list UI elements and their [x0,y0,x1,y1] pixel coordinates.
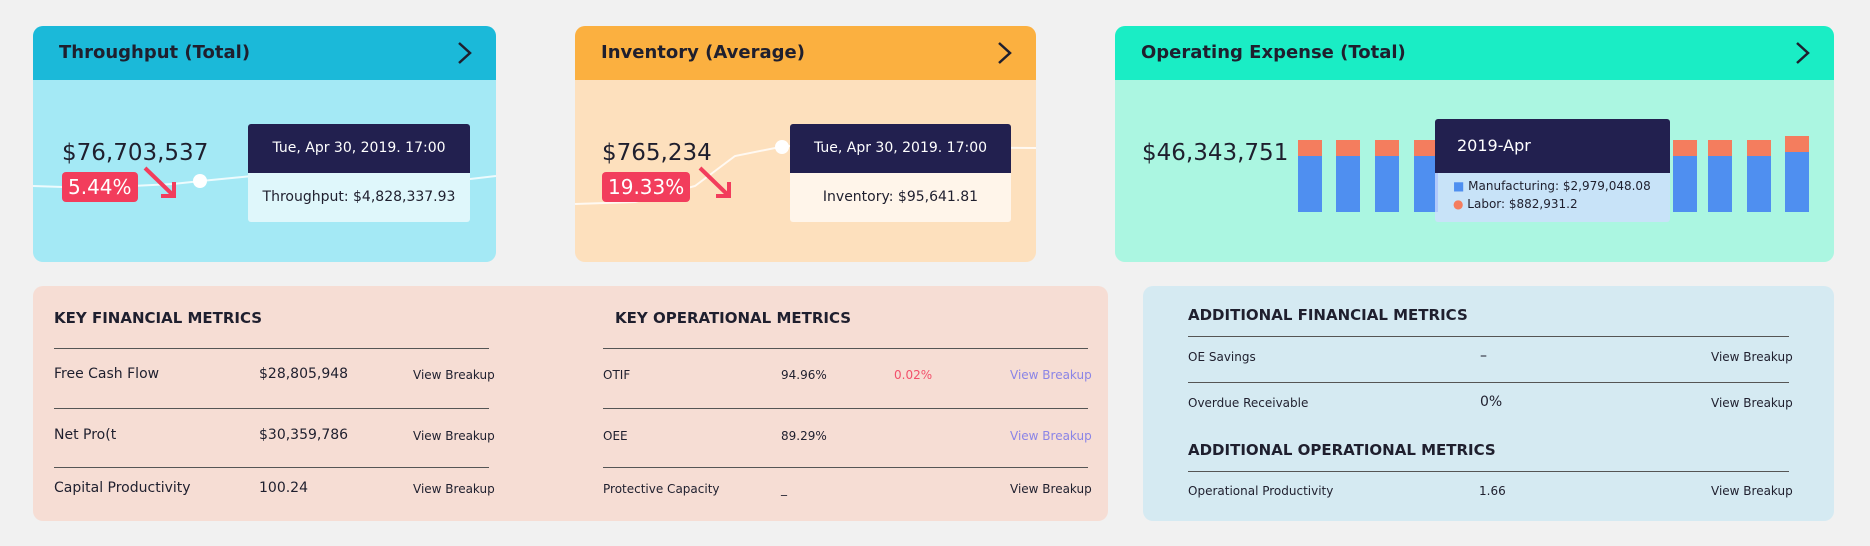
divider [1188,382,1789,383]
card-value: $46,343,751 [1142,140,1289,166]
divider [54,408,489,409]
card-title: Throughput (Total) [59,42,251,63]
tooltip-item: Labor: $882,931.2 [1467,197,1578,211]
metric-value: $30,359,786 [259,427,349,443]
card-value: $76,703,537 [62,140,209,166]
metrics-card [1143,286,1834,521]
tooltip-item: Manufacturing: $2,979,048.08 [1468,179,1651,193]
tooltip: Tue, Apr 30, 2019. 17:00 Throughput: $4,… [248,124,470,222]
card-value: $765,234 [602,140,712,166]
view-breakup-link[interactable]: View Breakup [413,368,495,382]
metric-label: OTIF [603,368,631,382]
tooltip-date: 2019-Apr [1435,119,1670,173]
card-header[interactable] [575,26,1036,80]
tooltip-body: ■ Manufacturing: $2,979,048.08 ● Labor: … [1435,173,1670,222]
divider [54,348,489,349]
card-header[interactable] [33,26,496,80]
metric-value: 89.29% [781,429,827,443]
tooltip: 2019-Apr ■ Manufacturing: $2,979,048.08 … [1435,119,1670,222]
divider [1188,471,1789,472]
change-badge: 19.33% [602,172,691,202]
view-breakup-link[interactable]: View Breakup [1711,396,1793,410]
tooltip-text: Inventory: $95,641.81 [790,173,1011,222]
metric-value: 100.24 [259,480,308,496]
metric-label: Net Pro(t [54,427,117,443]
view-breakup-link[interactable]: View Breakup [1010,368,1092,382]
card-title: Inventory (Average) [601,42,805,63]
divider [603,467,1088,468]
metric-change: 0.02% [894,368,933,382]
chevron[interactable] [1791,40,1815,66]
view-breakup-link[interactable]: View Breakup [413,482,495,496]
divider [54,467,489,468]
metric-value: 94.96% [781,368,827,382]
metrics-card [33,286,1108,521]
tooltip: Tue, Apr 30, 2019. 17:00 Inventory: $95,… [790,124,1011,222]
metric-label: Operational Productivity [1188,484,1334,498]
metric-value: _ [781,482,787,496]
view-breakup-link[interactable]: View Breakup [1010,429,1092,443]
metric-label: Overdue Receivable [1188,396,1309,410]
tooltip-date: Tue, Apr 30, 2019. 17:00 [790,124,1011,173]
opex-card: Operating Expense (Total) $46,343,751 20… [1115,26,1834,262]
section-title: KEY OPERATIONAL METRICS [615,309,852,327]
card-header[interactable] [1115,26,1834,80]
metric-value: $28,805,948 [259,366,349,382]
section-title: ADDITIONAL OPERATIONAL METRICS [1188,441,1496,459]
chevron[interactable] [993,40,1017,66]
divider [603,408,1088,409]
section-title: ADDITIONAL FINANCIAL METRICS [1188,306,1468,324]
tooltip-date: Tue, Apr 30, 2019. 17:00 [248,124,470,173]
metric-value: – [1480,348,1487,364]
view-breakup-link[interactable]: View Breakup [1711,484,1793,498]
metric-value: 0% [1480,394,1503,410]
chevron[interactable] [453,40,477,66]
metric-label: Capital Productivity [54,480,191,496]
view-breakup-link[interactable]: View Breakup [413,429,495,443]
metric-label: Free Cash Flow [54,366,160,382]
section-title: KEY FINANCIAL METRICS [54,309,263,327]
view-breakup-link[interactable]: View Breakup [1010,482,1092,496]
tooltip-text: Throughput: $4,828,337.93 [248,173,470,222]
metric-label: Protective Capacity [603,482,720,496]
card-title: Operating Expense (Total) [1141,42,1406,63]
divider [1188,336,1789,337]
metric-value: 1.66 [1479,484,1506,498]
inventory-card: Inventory (Average) $765,234 19.33% Tue,… [575,26,1036,262]
bar-chart [1298,136,1809,212]
throughput-card: Throughput (Total) $76,703,537 5.44% Tue… [33,26,496,262]
divider [603,348,1088,349]
metric-label: OEE [603,429,628,443]
view-breakup-link[interactable]: View Breakup [1711,350,1793,364]
change-badge: 5.44% [62,172,138,202]
metric-label: OE Savings [1188,350,1256,364]
